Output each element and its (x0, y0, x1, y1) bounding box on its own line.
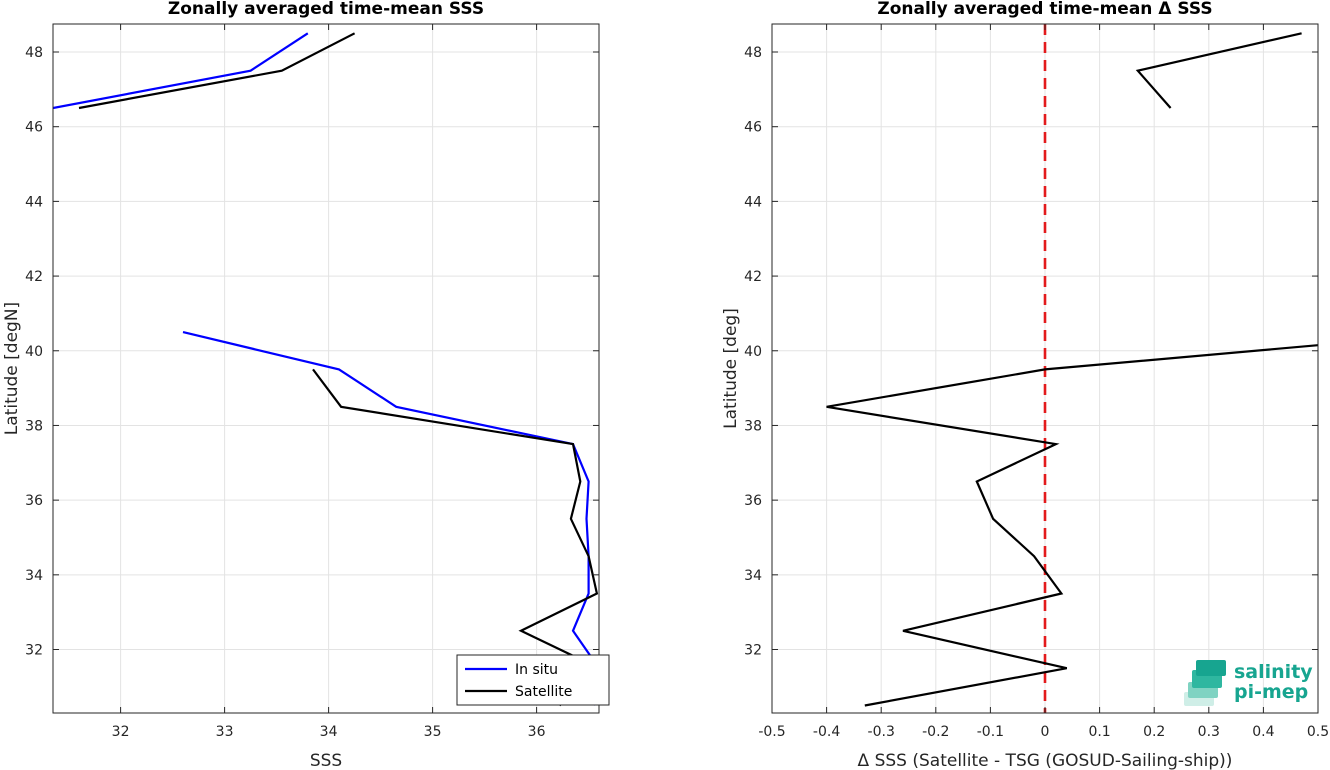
logo-shape (1196, 660, 1226, 676)
logo-text-line1: salinity (1234, 661, 1313, 683)
x-tick-label: 0.3 (1198, 724, 1220, 740)
x-tick-label: 35 (424, 724, 442, 740)
y-tick-label: 40 (744, 344, 762, 360)
y-tick-label: 34 (25, 568, 43, 584)
axes-box (52, 23, 600, 714)
x-tick-label: 0.1 (1088, 724, 1110, 740)
x-tick-label: 0.5 (1307, 724, 1329, 740)
y-tick-label: 36 (25, 493, 43, 509)
series-line (826, 344, 1318, 707)
chart-title: Zonally averaged time-mean SSS (168, 0, 484, 19)
x-tick-label: 0.2 (1143, 724, 1165, 740)
chart-title: Zonally averaged time-mean Δ SSS (877, 0, 1212, 19)
logo-text-line2: pi-mep (1234, 681, 1308, 703)
sss-panel: 32 33 34 35 36 32 34 36 38 40 42 44 46 48 Zonally aver… (2, 0, 610, 770)
y-tick-label: 46 (25, 120, 43, 136)
x-tick-label: 36 (528, 724, 546, 740)
x-tick-label: -0.4 (813, 724, 840, 740)
y-tick-label: 42 (25, 269, 43, 285)
x-axis-label: Δ SSS (Satellite - TSG (GOSUD-Sailing-sh… (858, 751, 1233, 770)
y-tick-label: 44 (25, 194, 43, 210)
y-axis-label: Latitude [degN] (2, 302, 22, 435)
series-line (312, 368, 599, 707)
x-tick-label: 0 (1041, 724, 1050, 740)
legend-box (456, 654, 610, 706)
y-tick-label: 40 (25, 344, 43, 360)
x-tick-label: 0.4 (1252, 724, 1274, 740)
series-line (182, 331, 599, 706)
y-tick-label: 36 (744, 493, 762, 509)
series-line (1135, 32, 1302, 109)
series-line (78, 32, 356, 110)
legend-label: Satellite (515, 684, 572, 700)
x-tick-label: 33 (216, 724, 234, 740)
y-tick-label: 42 (744, 269, 762, 285)
y-axis-label: Latitude [deg] (721, 308, 741, 429)
x-tick-label: 34 (320, 724, 338, 740)
y-tick-label: 38 (744, 418, 762, 434)
x-tick-label: -0.3 (868, 724, 895, 740)
y-tick-label: 44 (744, 194, 762, 210)
y-tick-label: 32 (25, 643, 43, 659)
salinity-pi-mep-logo: salinity pi-mep (1184, 660, 1313, 706)
y-tick-label: 46 (744, 120, 762, 136)
y-tick-label: 48 (25, 45, 43, 61)
x-tick-label: -0.5 (758, 724, 785, 740)
y-tick-label: 34 (744, 568, 762, 584)
x-tick-label: -0.2 (922, 724, 949, 740)
x-tick-label: 32 (112, 724, 130, 740)
legend: In situ Satellite (456, 654, 610, 706)
y-tick-label: 32 (744, 643, 762, 659)
y-tick-label: 48 (744, 45, 762, 61)
y-tick-label: 38 (25, 418, 43, 434)
legend-label: In situ (515, 662, 558, 678)
x-axis-label: SSS (310, 751, 342, 770)
delta-sss-panel: -0.5 -0.4 -0.3 -0.2 -0.1 0 0.1 0.2 0.3 0.4 0.5 32 34… (721, 0, 1329, 770)
x-tick-label: -0.1 (977, 724, 1004, 740)
series-line (53, 32, 309, 110)
